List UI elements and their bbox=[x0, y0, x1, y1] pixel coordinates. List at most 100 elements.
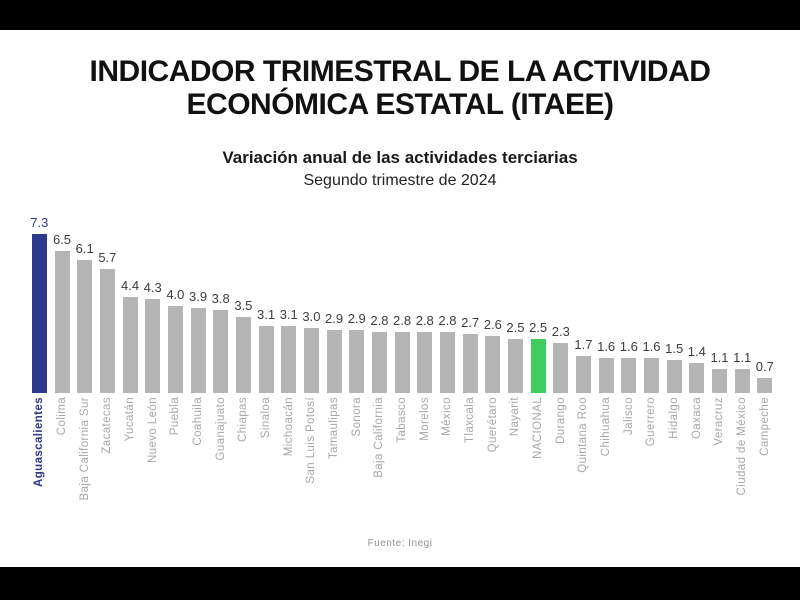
bar-slot-durango: 2.3 bbox=[549, 325, 572, 393]
bar-slot-baja-california: 2.8 bbox=[368, 314, 391, 393]
bar-slot-chihuahua: 1.6 bbox=[595, 340, 618, 393]
x-label-slot-nacional: NACIONAL bbox=[527, 393, 550, 535]
source-note: Fuente: Inegi bbox=[367, 538, 433, 549]
x-axis-label-guanajuato: Guanajuato bbox=[214, 397, 227, 461]
bar-value-label: 3.1 bbox=[279, 306, 298, 322]
bar-slot-sonora: 2.9 bbox=[345, 312, 368, 393]
x-axis-label-jalisco: Jalisco bbox=[622, 397, 635, 435]
bar-value-label: 2.3 bbox=[551, 323, 570, 339]
x-label-slot-guerrero: Guerrero bbox=[640, 393, 663, 535]
bar-value-label: 1.4 bbox=[687, 343, 706, 359]
bar-aguascalientes bbox=[31, 234, 47, 393]
bar-value-label: 1.6 bbox=[597, 339, 616, 355]
bar-veracruz bbox=[711, 369, 727, 393]
bar-sinaloa bbox=[258, 325, 274, 393]
bar-slot-hidalgo: 1.5 bbox=[663, 342, 686, 393]
bar-baja-california bbox=[371, 332, 387, 393]
bar-slot-sinaloa: 3.1 bbox=[255, 306, 278, 393]
x-axis-label-chiapas: Chiapas bbox=[237, 397, 250, 442]
x-axis-label-colima: Colima bbox=[56, 397, 68, 436]
x-axis-label-ciudad-de-m-xico: Ciudad de México bbox=[736, 397, 749, 496]
x-label-slot-nayarit: Nayarit bbox=[504, 393, 527, 535]
x-axis-label-tamaulipas: Tamaulipas bbox=[328, 397, 341, 460]
x-label-slot-tlaxcala: Tlaxcala bbox=[459, 393, 482, 535]
bar-value-label: 2.8 bbox=[370, 313, 389, 328]
x-label-slot-durango: Durango bbox=[549, 393, 572, 535]
x-axis-label-chihuahua: Chihuahua bbox=[600, 397, 613, 457]
x-label-slot-jalisco: Jalisco bbox=[617, 393, 640, 535]
bar-chiapas bbox=[235, 316, 251, 393]
x-label-slot-baja-california: Baja California bbox=[368, 393, 391, 535]
bar-jalisco bbox=[621, 358, 637, 393]
bar-durango bbox=[553, 342, 569, 393]
x-axis-label-nayarit: Nayarit bbox=[509, 397, 522, 437]
bar-value-label: 3.1 bbox=[257, 306, 276, 322]
x-label-slot-coahuila: Coahuila bbox=[187, 393, 210, 535]
bar-value-label: 3.0 bbox=[302, 308, 321, 324]
bar-baja-california-sur bbox=[77, 260, 93, 393]
bar-michoac-n bbox=[281, 325, 297, 393]
bar-zacatecas bbox=[99, 268, 115, 393]
bar-nayarit bbox=[507, 338, 523, 393]
bar-chihuahua bbox=[598, 358, 614, 393]
x-axis-label-yucat-n: Yucatán bbox=[124, 397, 137, 442]
bar-ciudad-de-m-xico bbox=[734, 369, 750, 393]
x-label-slot-morelos: Morelos bbox=[413, 393, 436, 535]
bar-slot-quer-taro: 2.6 bbox=[481, 318, 504, 393]
bar-slot-nuevo-le-n: 4.3 bbox=[141, 281, 164, 393]
bar-value-label: 1.5 bbox=[665, 341, 684, 357]
bar-value-label: 2.7 bbox=[461, 315, 480, 331]
bar-coahuila bbox=[190, 308, 206, 393]
bar-tamaulipas bbox=[326, 329, 342, 393]
x-axis-label-hidalgo: Hidalgo bbox=[668, 397, 681, 439]
x-label-slot-sonora: Sonora bbox=[345, 393, 368, 535]
x-axis-label-quintana-roo: Quintana Roo bbox=[577, 397, 590, 473]
chart-subtitle: Variación anual de las actividades terci… bbox=[222, 148, 578, 167]
bar-value-label: 5.7 bbox=[98, 249, 117, 265]
bars-row: 7.3 6.5 6.1 5.7 4.4 4.3 4.0 3.9 3.8 3.5 3.1 3.1 3.0 2… bbox=[28, 215, 776, 393]
x-label-slot-michoac-n: Michoacán bbox=[277, 393, 300, 535]
x-axis-label-oaxaca: Oaxaca bbox=[690, 397, 703, 440]
bar-value-label: 2.8 bbox=[438, 313, 457, 328]
bar-guanajuato bbox=[213, 310, 229, 393]
x-axis-label-morelos: Morelos bbox=[418, 397, 431, 441]
bar-slot-michoac-n: 3.1 bbox=[277, 306, 300, 393]
x-label-slot-quintana-roo: Quintana Roo bbox=[572, 393, 595, 535]
bar-value-label: 1.1 bbox=[710, 350, 729, 365]
x-axis-label-campeche: Campeche bbox=[758, 397, 771, 456]
bar-value-label: 2.6 bbox=[483, 317, 502, 333]
x-axis-label-baja-california: Baja California bbox=[373, 397, 386, 478]
x-label-slot-san-luis-potos: San Luis Potosí bbox=[300, 393, 323, 535]
bar-slot-morelos: 2.8 bbox=[413, 314, 436, 393]
bar-slot-guerrero: 1.6 bbox=[640, 340, 663, 393]
x-label-slot-zacatecas: Zacatecas bbox=[96, 393, 119, 535]
x-label-slot-veracruz: Veracruz bbox=[708, 393, 731, 535]
x-label-slot-aguascalientes: Aguascalientes bbox=[28, 393, 51, 535]
x-label-slot-chihuahua: Chihuahua bbox=[595, 393, 618, 535]
x-axis-label-sonora: Sonora bbox=[350, 397, 363, 437]
x-label-slot-tabasco: Tabasco bbox=[391, 393, 414, 535]
bar-slot-nayarit: 2.5 bbox=[504, 321, 527, 393]
x-axis-label-tabasco: Tabasco bbox=[396, 397, 409, 443]
bar-tabasco bbox=[394, 332, 410, 393]
bar-quintana-roo bbox=[575, 356, 591, 393]
x-label-slot-campeche: Campeche bbox=[754, 393, 777, 535]
bar-chart: 7.3 6.5 6.1 5.7 4.4 4.3 4.0 3.9 3.8 3.5 3.1 3.1 3.0 2… bbox=[28, 215, 776, 535]
x-label-slot-hidalgo: Hidalgo bbox=[663, 393, 686, 535]
bar-nuevo-le-n bbox=[145, 299, 161, 393]
bar-value-label: 2.8 bbox=[415, 313, 434, 328]
bar-slot-zacatecas: 5.7 bbox=[96, 251, 119, 393]
bar-value-label: 4.3 bbox=[143, 280, 162, 296]
bar-slot-san-luis-potos: 3.0 bbox=[300, 310, 323, 393]
x-axis-label-baja-california-sur: Baja California Sur bbox=[78, 397, 91, 501]
x-axis-label-puebla: Puebla bbox=[169, 397, 182, 436]
bar-sonora bbox=[349, 329, 365, 393]
bar-guerrero bbox=[643, 358, 659, 393]
bar-slot-oaxaca: 1.4 bbox=[685, 343, 708, 393]
x-label-slot-m-xico: México bbox=[436, 393, 459, 535]
bar-value-label: 6.1 bbox=[75, 241, 94, 257]
bar-campeche bbox=[757, 377, 773, 393]
bar-value-label: 2.9 bbox=[347, 310, 366, 326]
bar-tlaxcala bbox=[462, 334, 478, 393]
bar-slot-puebla: 4.0 bbox=[164, 288, 187, 393]
